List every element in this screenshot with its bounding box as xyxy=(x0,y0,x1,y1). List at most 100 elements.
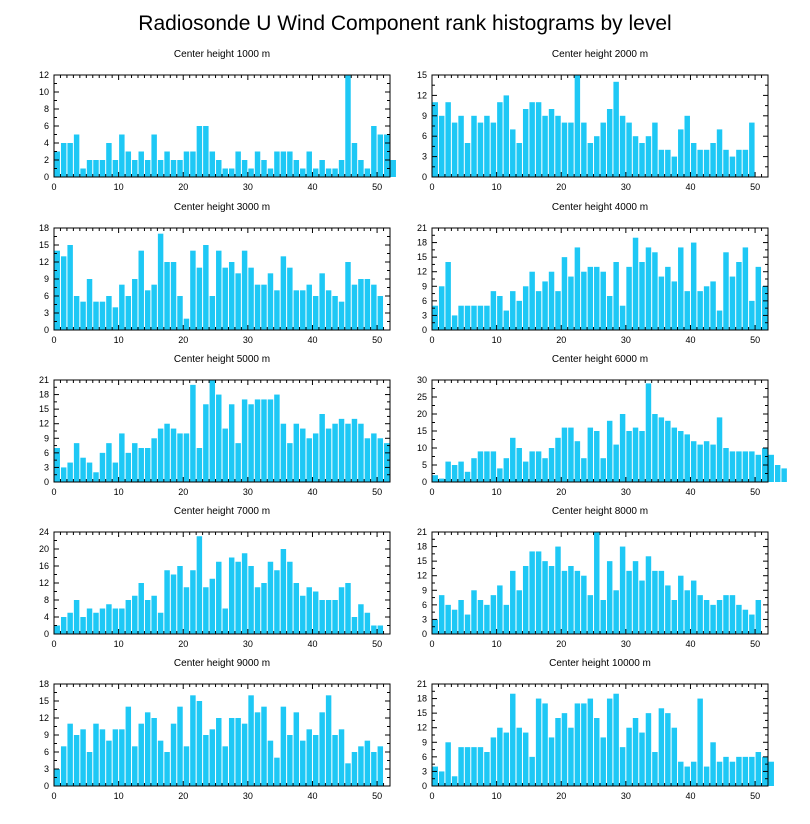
histogram-bar xyxy=(196,267,203,330)
histogram-bar xyxy=(80,301,86,330)
x-tick-label: 50 xyxy=(372,335,382,345)
histogram-bar xyxy=(626,431,632,482)
histogram-bar xyxy=(710,444,716,482)
histogram-bar xyxy=(542,703,548,786)
y-tick-label: 0 xyxy=(422,629,427,639)
histogram-bar xyxy=(438,478,445,482)
histogram-bar xyxy=(222,428,228,482)
histogram-bar xyxy=(587,143,594,177)
histogram-bar xyxy=(338,418,345,482)
histogram-bar xyxy=(658,708,665,786)
y-tick-label: 15 xyxy=(417,70,427,80)
histogram-bar xyxy=(132,746,138,786)
x-tick-label: 40 xyxy=(685,335,695,345)
histogram-bar xyxy=(364,168,371,177)
chart-title: Center height 7000 m xyxy=(174,506,270,517)
histogram-bar xyxy=(529,756,535,786)
y-tick-label: 10 xyxy=(417,443,427,453)
histogram-bar xyxy=(645,713,652,786)
histogram-bar xyxy=(477,305,484,330)
histogram-bar xyxy=(112,729,119,786)
histogram-bar xyxy=(164,151,170,177)
histogram-bar xyxy=(600,458,606,482)
histogram-bar xyxy=(190,250,196,330)
y-tick-label: 3 xyxy=(44,462,49,472)
histogram-bar xyxy=(555,437,561,482)
chart-panel-1: Center height 1000 m 0 10 20 30 40 50 0 2 4 6 8 10 12 xyxy=(39,49,396,192)
histogram-bar xyxy=(574,247,581,330)
histogram-bar xyxy=(503,310,510,330)
histogram-bar xyxy=(177,433,183,482)
histogram-bar xyxy=(477,122,484,177)
histogram-bar xyxy=(144,448,151,482)
histogram-bar xyxy=(606,109,613,177)
histogram-bar xyxy=(445,742,451,786)
chart-panel-3: Center height 3000 m 0 10 20 30 40 50 0 3 6 9 12 15 1… xyxy=(39,202,391,345)
x-tick-label: 20 xyxy=(556,335,566,345)
histogram-bar xyxy=(671,600,678,634)
histogram-bar xyxy=(338,729,345,786)
histogram-bar xyxy=(132,279,138,330)
x-tick-label: 10 xyxy=(492,335,502,345)
y-tick-label: 2 xyxy=(44,155,49,165)
histogram-bar xyxy=(216,250,222,330)
x-tick-label: 40 xyxy=(685,791,695,801)
histogram-bar xyxy=(652,414,658,482)
x-tick-label: 0 xyxy=(429,791,434,801)
x-tick-label: 50 xyxy=(750,791,760,801)
histogram-bar xyxy=(555,546,561,634)
x-tick-label: 20 xyxy=(178,335,188,345)
histogram-bar xyxy=(729,276,736,330)
histogram-bar xyxy=(261,399,267,482)
histogram-bar xyxy=(438,595,445,634)
chart-panel-6: Center height 6000 m 0 10 20 30 40 50 0 5 10 15 20 2… xyxy=(417,354,787,497)
histogram-bar xyxy=(86,279,93,330)
histogram-bar xyxy=(138,151,144,177)
histogram-bar xyxy=(364,438,371,482)
y-tick-label: 10 xyxy=(39,87,49,97)
histogram-bar xyxy=(529,102,535,177)
histogram-bar xyxy=(503,604,510,634)
y-tick-label: 9 xyxy=(44,433,49,443)
x-tick-label: 50 xyxy=(750,182,760,192)
histogram-bar xyxy=(267,399,274,482)
histogram-bar xyxy=(516,590,522,634)
histogram-bar xyxy=(86,160,93,177)
histogram-bar xyxy=(177,160,183,177)
histogram-bar xyxy=(345,763,351,786)
histogram-bar xyxy=(490,737,497,786)
histogram-bar xyxy=(300,740,306,786)
histogram-bar xyxy=(338,160,345,177)
histogram-bar xyxy=(125,452,132,482)
histogram-bar xyxy=(306,729,312,786)
y-tick-label: 16 xyxy=(39,561,49,571)
histogram-bar xyxy=(645,383,652,482)
histogram-bar xyxy=(138,583,144,634)
histogram-bar xyxy=(749,451,755,482)
histogram-bar xyxy=(306,151,312,177)
histogram-bar xyxy=(742,609,749,634)
histogram-bar xyxy=(568,727,574,786)
histogram-bar xyxy=(697,149,703,177)
histogram-bar xyxy=(535,698,542,786)
histogram-bar xyxy=(684,291,690,330)
histogram-bar xyxy=(652,752,658,786)
chart-title: Center height 4000 m xyxy=(552,202,648,213)
y-tick-label: 15 xyxy=(39,404,49,414)
histogram-bar xyxy=(190,570,196,634)
histogram-bar xyxy=(319,160,325,177)
histogram-bar xyxy=(555,115,561,177)
histogram-bar xyxy=(639,262,645,330)
histogram-bar xyxy=(241,250,248,330)
histogram-bar xyxy=(477,747,484,786)
histogram-bar xyxy=(690,242,697,330)
histogram-bar xyxy=(274,394,280,482)
histogram-bar xyxy=(300,168,306,177)
histogram-bar xyxy=(690,580,697,634)
histogram-bar xyxy=(164,570,170,634)
histogram-bar xyxy=(665,420,671,482)
histogram-bar xyxy=(157,740,164,786)
histogram-bar xyxy=(132,595,138,634)
histogram-bar xyxy=(639,732,645,786)
y-tick-label: 0 xyxy=(422,781,427,791)
